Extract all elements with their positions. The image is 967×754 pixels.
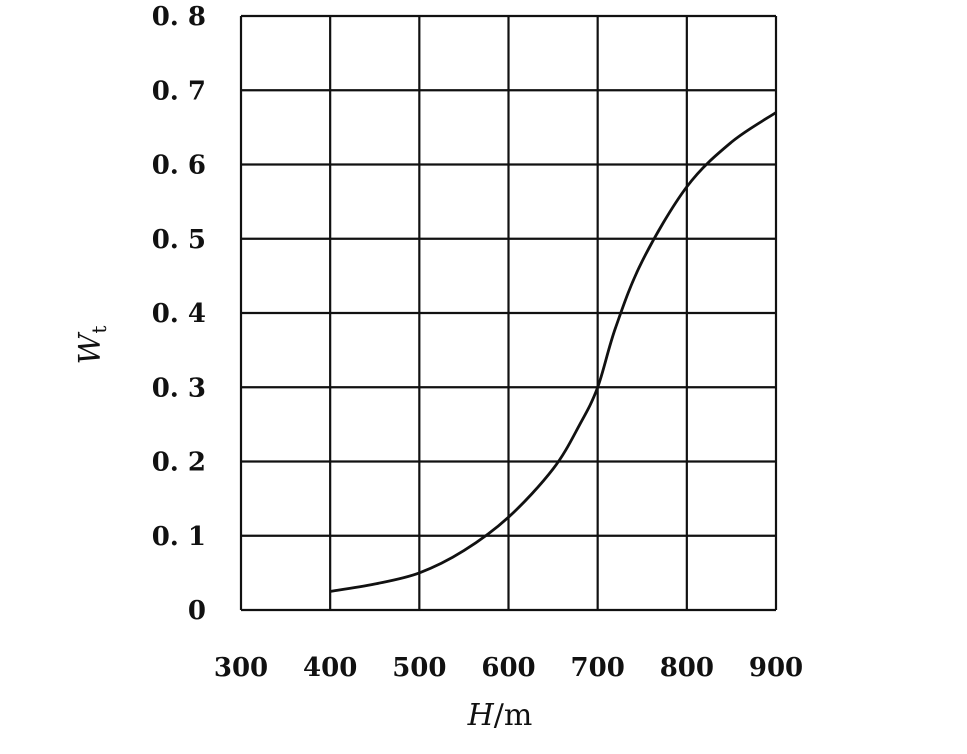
y-tick-label: 0 — [188, 596, 206, 626]
y-axis-label: Wt — [73, 326, 111, 365]
y-tick-label: 0. 2 — [152, 448, 206, 478]
x-tick-label: 600 — [481, 653, 535, 683]
y-tick-label: 0. 1 — [152, 522, 206, 552]
y-tick-label: 0. 3 — [152, 373, 206, 403]
y-tick-label: 0. 8 — [152, 2, 206, 32]
x-axis-ticks: 300 400 500 600 700 800 900 — [214, 653, 803, 683]
y-tick-label: 0. 5 — [152, 225, 206, 255]
x-tick-label: 700 — [571, 653, 625, 683]
x-tick-label: 300 — [214, 653, 268, 683]
x-tick-label: 800 — [660, 653, 714, 683]
y-tick-label: 0. 4 — [152, 299, 206, 329]
grid — [239, 14, 778, 612]
x-tick-label: 500 — [392, 653, 446, 683]
x-axis-unit: /m — [494, 698, 533, 733]
series-layer — [329, 111, 777, 593]
series-line — [329, 111, 777, 593]
x-axis-label: H/m — [467, 698, 533, 733]
y-axis-symbol: W — [73, 331, 108, 364]
y-tick-label: 0. 6 — [152, 151, 206, 181]
y-axis-subscript: t — [87, 326, 111, 334]
y-tick-label: 0. 7 — [152, 76, 206, 106]
x-tick-label: 400 — [303, 653, 357, 683]
x-tick-label: 900 — [749, 653, 803, 683]
y-axis-ticks: 0 0. 1 0. 2 0. 3 0. 4 0. 5 0. 6 0. 7 0. 8 — [152, 2, 206, 626]
x-axis-symbol: H — [467, 698, 495, 733]
